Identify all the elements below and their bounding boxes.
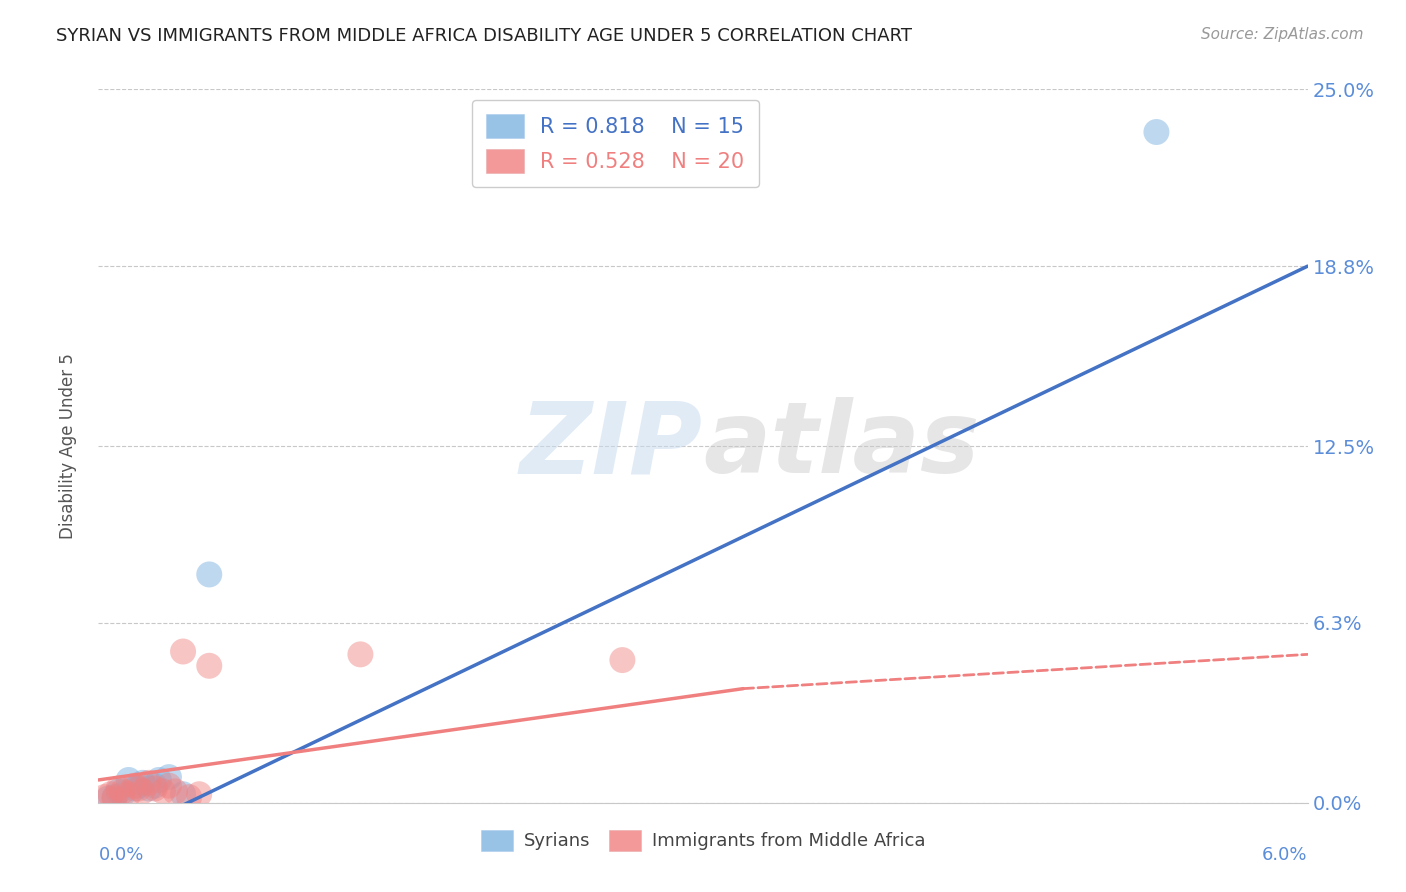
Point: [612, 653, 634, 667]
Point: [148, 772, 170, 787]
Text: 6.0%: 6.0%: [1263, 846, 1308, 863]
Point: [132, 776, 155, 790]
Point: [111, 787, 134, 801]
Point: [172, 787, 194, 801]
Point: [157, 770, 180, 784]
Legend: Syrians, Immigrants from Middle Africa: Syrians, Immigrants from Middle Africa: [474, 822, 932, 858]
Point: [97, 791, 120, 805]
Point: [198, 567, 221, 582]
Text: 0.0%: 0.0%: [98, 846, 143, 863]
Point: [111, 784, 134, 798]
Point: [172, 644, 194, 658]
Point: [152, 784, 174, 798]
Point: [157, 779, 180, 793]
Point: [138, 776, 160, 790]
Point: [107, 781, 129, 796]
Text: ZIP: ZIP: [520, 398, 703, 494]
Point: [103, 790, 125, 805]
Point: [103, 791, 125, 805]
Point: [128, 781, 150, 796]
Point: [1146, 125, 1168, 139]
Point: [107, 784, 129, 798]
Point: [188, 787, 211, 801]
Point: [143, 781, 166, 796]
Point: [93, 790, 115, 805]
Text: SYRIAN VS IMMIGRANTS FROM MIDDLE AFRICA DISABILITY AGE UNDER 5 CORRELATION CHART: SYRIAN VS IMMIGRANTS FROM MIDDLE AFRICA …: [56, 27, 912, 45]
Point: [124, 779, 146, 793]
Point: [198, 658, 221, 673]
Text: atlas: atlas: [703, 398, 980, 494]
Point: [124, 781, 146, 796]
Point: [163, 784, 186, 798]
Point: [349, 648, 371, 662]
Point: [143, 779, 166, 793]
Point: [138, 781, 160, 796]
Point: [100, 787, 122, 801]
Point: [128, 779, 150, 793]
Text: Source: ZipAtlas.com: Source: ZipAtlas.com: [1201, 27, 1364, 42]
Point: [118, 772, 141, 787]
Point: [118, 787, 141, 801]
Y-axis label: Disability Age Under 5: Disability Age Under 5: [59, 353, 77, 539]
Point: [179, 790, 201, 805]
Point: [132, 784, 155, 798]
